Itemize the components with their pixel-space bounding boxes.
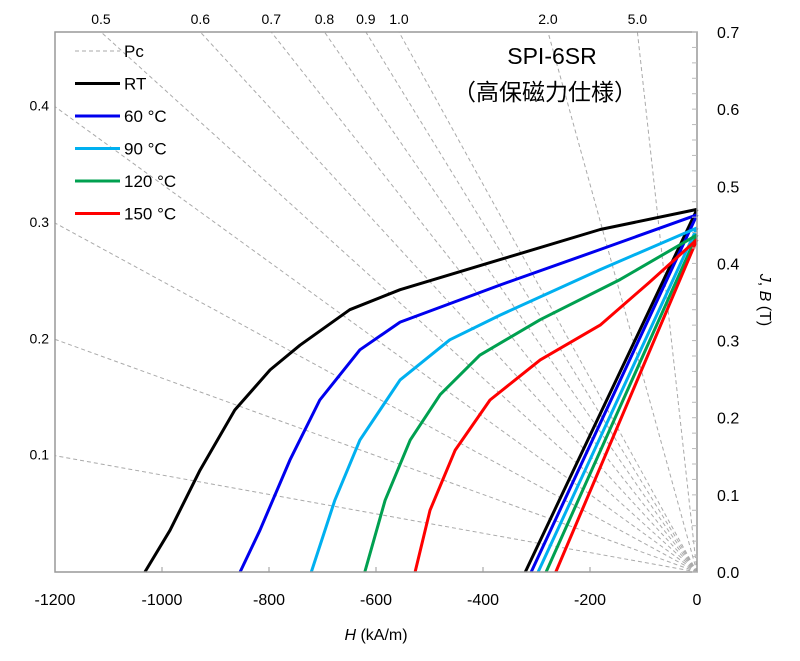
x-tick-label: -800 — [253, 592, 285, 609]
y-tick-label: 0.4 — [717, 256, 739, 273]
pc-label: 0.4 — [30, 98, 50, 114]
pc-label: 0.6 — [191, 11, 211, 27]
series-J-curve — [413, 238, 699, 573]
series-B-curve — [529, 214, 699, 573]
axes: -1200 -1000 -800 -600 -400 -200 0 0.0 0.1 0.2 0.3 0… — [35, 25, 740, 609]
y-tick-label: 0.0 — [717, 565, 739, 582]
y-tick-label: 0.5 — [717, 179, 739, 196]
x-tick-label: -400 — [467, 592, 499, 609]
pc-label: 0.5 — [91, 11, 111, 27]
pc-line — [398, 31, 698, 573]
pc-line — [324, 31, 698, 573]
pc-lines: 0.1 0.2 0.3 0.4 0.5 0.6 0.7 0.8 0.9 1.0 2.0 5.0 — [30, 11, 698, 573]
pc-label: 0.2 — [30, 330, 50, 346]
pc-label: 2.0 — [538, 11, 558, 27]
y-axis-label-sep: , — [756, 282, 773, 291]
y-axis-label-unit: (T) — [756, 301, 773, 326]
pc-line — [270, 31, 698, 573]
y-axis-label-j: J — [756, 273, 773, 283]
series-J-curve — [309, 226, 698, 573]
pc-line — [100, 31, 698, 573]
x-tick-label: -1200 — [35, 592, 76, 609]
y-tick-label: 0.6 — [717, 102, 739, 119]
x-tick-label: -200 — [574, 592, 606, 609]
pc-line — [547, 31, 698, 573]
curves — [143, 207, 699, 573]
pc-label: 5.0 — [628, 11, 648, 27]
pc-label: 0.7 — [262, 11, 282, 27]
series-B-curve — [544, 234, 699, 573]
series-J-curve — [363, 233, 698, 573]
pc-line — [54, 455, 698, 573]
pc-label: 0.9 — [356, 11, 376, 27]
legend-label: 150 °C — [124, 205, 176, 224]
pc-label: 0.1 — [30, 447, 50, 463]
x-tick-label: -1000 — [142, 592, 183, 609]
y-axis-label-b: B — [756, 291, 773, 302]
pc-label: 1.0 — [389, 11, 409, 27]
series-B-curve — [554, 238, 699, 573]
y-tick-label: 0.1 — [717, 488, 739, 505]
legend-label: 120 °C — [124, 172, 176, 191]
legend: Pc RT 60 °C 90 °C 120 °C 150 °C — [75, 42, 176, 224]
series-J-curve — [238, 213, 698, 573]
y-axis-label: J, B (T) — [756, 273, 773, 326]
x-axis-label-unit: (kA/m) — [356, 627, 408, 644]
chart-title: SPI-6SR — [507, 43, 596, 69]
pc-line — [54, 222, 698, 573]
y-tick-label: 0.7 — [717, 25, 739, 42]
series-B-curve — [523, 208, 699, 573]
x-axis-label: H (kA/m) — [344, 627, 407, 644]
legend-label: 60 °C — [124, 107, 167, 126]
legend-label: 90 °C — [124, 140, 167, 159]
series-B-curve — [536, 227, 699, 573]
x-tick-label: -600 — [360, 592, 392, 609]
legend-label: RT — [124, 75, 146, 94]
chart-subtitle: （高保磁力仕様） — [453, 79, 637, 105]
y-tick-label: 0.3 — [717, 334, 739, 351]
series-J-curve — [143, 207, 698, 573]
legend-label: Pc — [124, 42, 144, 61]
pc-line — [54, 106, 698, 573]
pc-line — [54, 338, 698, 573]
pc-label: 0.3 — [30, 214, 50, 230]
pc-label: 0.8 — [315, 11, 335, 27]
x-axis-label-symbol: H — [344, 627, 356, 644]
x-tick-label: 0 — [693, 592, 702, 609]
pc-line — [199, 31, 698, 573]
y-tick-label: 0.2 — [717, 411, 739, 428]
